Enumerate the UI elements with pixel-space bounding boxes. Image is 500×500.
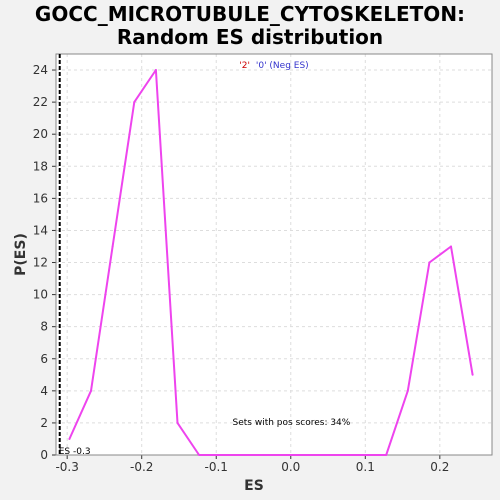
x-tick-label: 0.2 <box>430 460 449 474</box>
x-tick-label: -0.1 <box>205 460 228 474</box>
legend-red-part: '2' <box>239 61 250 71</box>
data-point <box>327 454 330 456</box>
data-point <box>284 454 287 456</box>
y-axis-label: P(ES) <box>13 233 29 276</box>
es-marker-label: ES -0.3 <box>59 447 91 457</box>
x-tick-label: -0.2 <box>130 460 153 474</box>
data-point <box>450 245 453 248</box>
y-tick-label: 8 <box>40 320 48 334</box>
x-tick-label: 0.1 <box>356 460 375 474</box>
y-tick-label: 22 <box>33 95 48 109</box>
y-tick-label: 0 <box>40 448 48 462</box>
x-tick-label: 0.0 <box>281 460 300 474</box>
chart-title-line-2: Random ES distribution <box>116 25 384 49</box>
y-tick-label: 14 <box>33 223 48 237</box>
data-point <box>262 454 265 456</box>
es-distribution-line <box>68 69 474 456</box>
data-point <box>68 437 71 440</box>
x-tick-label: -0.3 <box>55 460 78 474</box>
y-tick-label: 10 <box>33 288 48 302</box>
y-tick-label: 4 <box>40 384 48 398</box>
data-point <box>154 69 157 72</box>
data-point <box>176 421 179 424</box>
series-group <box>58 54 474 456</box>
data-point <box>133 101 136 104</box>
y-tick-label: 2 <box>40 416 48 430</box>
legend: '2' '0' (Neg ES) <box>239 61 308 71</box>
y-tick-label: 6 <box>40 352 48 366</box>
data-point <box>349 454 352 456</box>
data-point <box>241 454 244 456</box>
y-tick-label: 24 <box>33 63 48 77</box>
y-tick-label: 20 <box>33 127 48 141</box>
data-point <box>406 389 409 392</box>
data-point <box>198 454 201 456</box>
legend-blue-part: '0' (Neg ES) <box>256 61 309 71</box>
data-point <box>219 454 222 456</box>
data-point <box>428 261 431 264</box>
y-tick-label: 18 <box>33 159 48 173</box>
plot-area <box>56 54 492 455</box>
data-point <box>371 454 374 456</box>
y-tick-label: 16 <box>33 191 48 205</box>
pos-scores-annotation: Sets with pos scores: 34% <box>233 418 351 428</box>
x-axis-label: ES <box>244 478 264 494</box>
data-point <box>471 373 474 376</box>
data-point <box>385 454 388 456</box>
y-tick-label: 12 <box>33 256 48 270</box>
data-point <box>111 245 114 248</box>
chart-title-line-1: GOCC_MICROTUBULE_CYTOSKELETON: <box>34 2 466 26</box>
data-point <box>90 389 93 392</box>
data-point <box>306 454 309 456</box>
